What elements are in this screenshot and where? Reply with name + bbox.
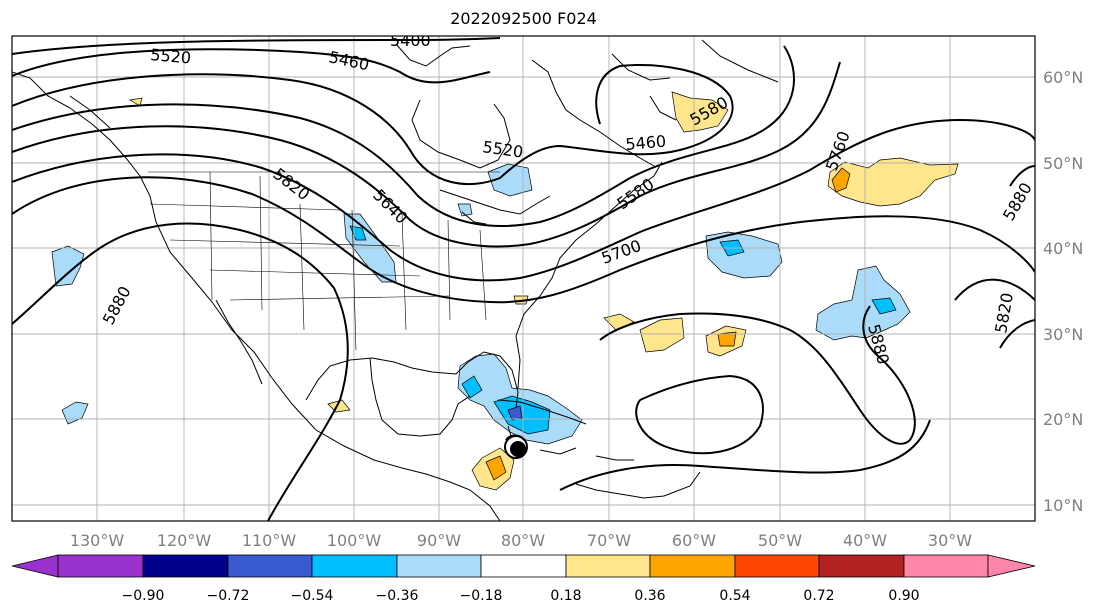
colorbar-tick-label: −0.90 — [122, 588, 165, 604]
lon-label: 120°W — [157, 531, 212, 550]
map-plot-area: 5400 5520 5460 5520 5460 5580 5640 5820 … — [12, 31, 1035, 521]
lon-label: 130°W — [70, 531, 125, 550]
height-contours — [12, 37, 1035, 521]
contour-label: 5460 — [625, 132, 667, 154]
lon-label: 60°W — [672, 531, 716, 550]
colorbar-ticks: −0.90 −0.72 −0.54 −0.36 −0.18 0.18 0.36 … — [122, 588, 920, 604]
colorbar-bin — [903, 554, 989, 578]
contour-label: 5400 — [390, 31, 431, 50]
colorbar-tick-label: −0.72 — [207, 588, 250, 604]
lat-label: 20°N — [1043, 410, 1083, 429]
colorbar-bin — [142, 554, 229, 578]
colorbar-min-extend — [11, 554, 59, 578]
colorbar-tick-label: 0.36 — [634, 588, 665, 604]
colorbar-bin — [396, 554, 482, 578]
colorbar-max-extend — [987, 554, 1036, 578]
colorbar-tick-label: −0.54 — [291, 588, 334, 604]
shade-pac-yellow — [129, 97, 143, 107]
shade-pacific-blue-south — [61, 401, 89, 425]
colorbar-tick-label: 0.90 — [888, 588, 919, 604]
colorbar-bin — [565, 554, 651, 578]
lon-label: 110°W — [242, 531, 297, 550]
shade-midatlantic — [457, 203, 473, 217]
shade-east-pacific — [51, 245, 85, 287]
colorbar-tick-label: 0.18 — [550, 588, 581, 604]
colorbar-tick-label: 0.54 — [719, 588, 750, 604]
lon-label: 100°W — [327, 531, 382, 550]
colorbar-tick-label: −0.18 — [460, 588, 503, 604]
lat-label: 30°N — [1043, 325, 1083, 344]
colorbar-tick-label: 0.72 — [803, 588, 834, 604]
lat-label: 10°N — [1043, 496, 1083, 515]
map-title: 2022092500 F024 — [450, 9, 597, 28]
shade-cuba-core — [493, 395, 551, 435]
lon-label: 70°W — [587, 531, 631, 550]
tropical-cyclone-icon — [504, 434, 528, 459]
lon-label: 80°W — [501, 531, 545, 550]
colorbar-bin — [311, 554, 398, 578]
lon-label: 30°W — [928, 531, 972, 550]
shade-atl-yellow-1 — [603, 313, 635, 331]
longitude-axis: 130°W 120°W 110°W 100°W 90°W 80°W 70°W 6… — [70, 531, 972, 550]
colorbar-bin — [649, 554, 736, 578]
map-frame — [11, 35, 1036, 522]
colorbar-tick-label: −0.36 — [376, 588, 419, 604]
colorbar-bin — [734, 554, 820, 578]
lon-label: 50°W — [758, 531, 802, 550]
shade-tx-yellow — [327, 399, 351, 413]
colorbar-bin — [480, 554, 567, 578]
colorbar-bin — [227, 554, 313, 578]
colorbar-bin — [57, 554, 144, 578]
shade-caribbean-orange — [485, 455, 507, 481]
shade-atl-yellow-2 — [639, 317, 685, 353]
lon-label: 40°W — [843, 531, 887, 550]
shade-east-atlantic-core — [831, 167, 851, 193]
shade-atl-orange-3 — [717, 331, 737, 347]
shade-east-atlantic-north — [827, 157, 959, 207]
lat-label: 50°N — [1043, 154, 1083, 173]
shade-central-atlantic-core — [871, 297, 897, 315]
lon-label: 90°W — [417, 531, 461, 550]
latitude-axis: 60°N 50°N 40°N 30°N 20°N 10°N — [1043, 68, 1083, 515]
shade-newfoundland — [671, 91, 729, 133]
shade-gulf-core — [461, 375, 483, 399]
state-borders — [148, 171, 500, 351]
colorbar-bin — [818, 554, 905, 578]
colorbar — [11, 554, 1036, 578]
contour-label: 5520 — [150, 45, 192, 67]
lat-label: 40°N — [1043, 239, 1083, 258]
lat-label: 60°N — [1043, 68, 1083, 87]
